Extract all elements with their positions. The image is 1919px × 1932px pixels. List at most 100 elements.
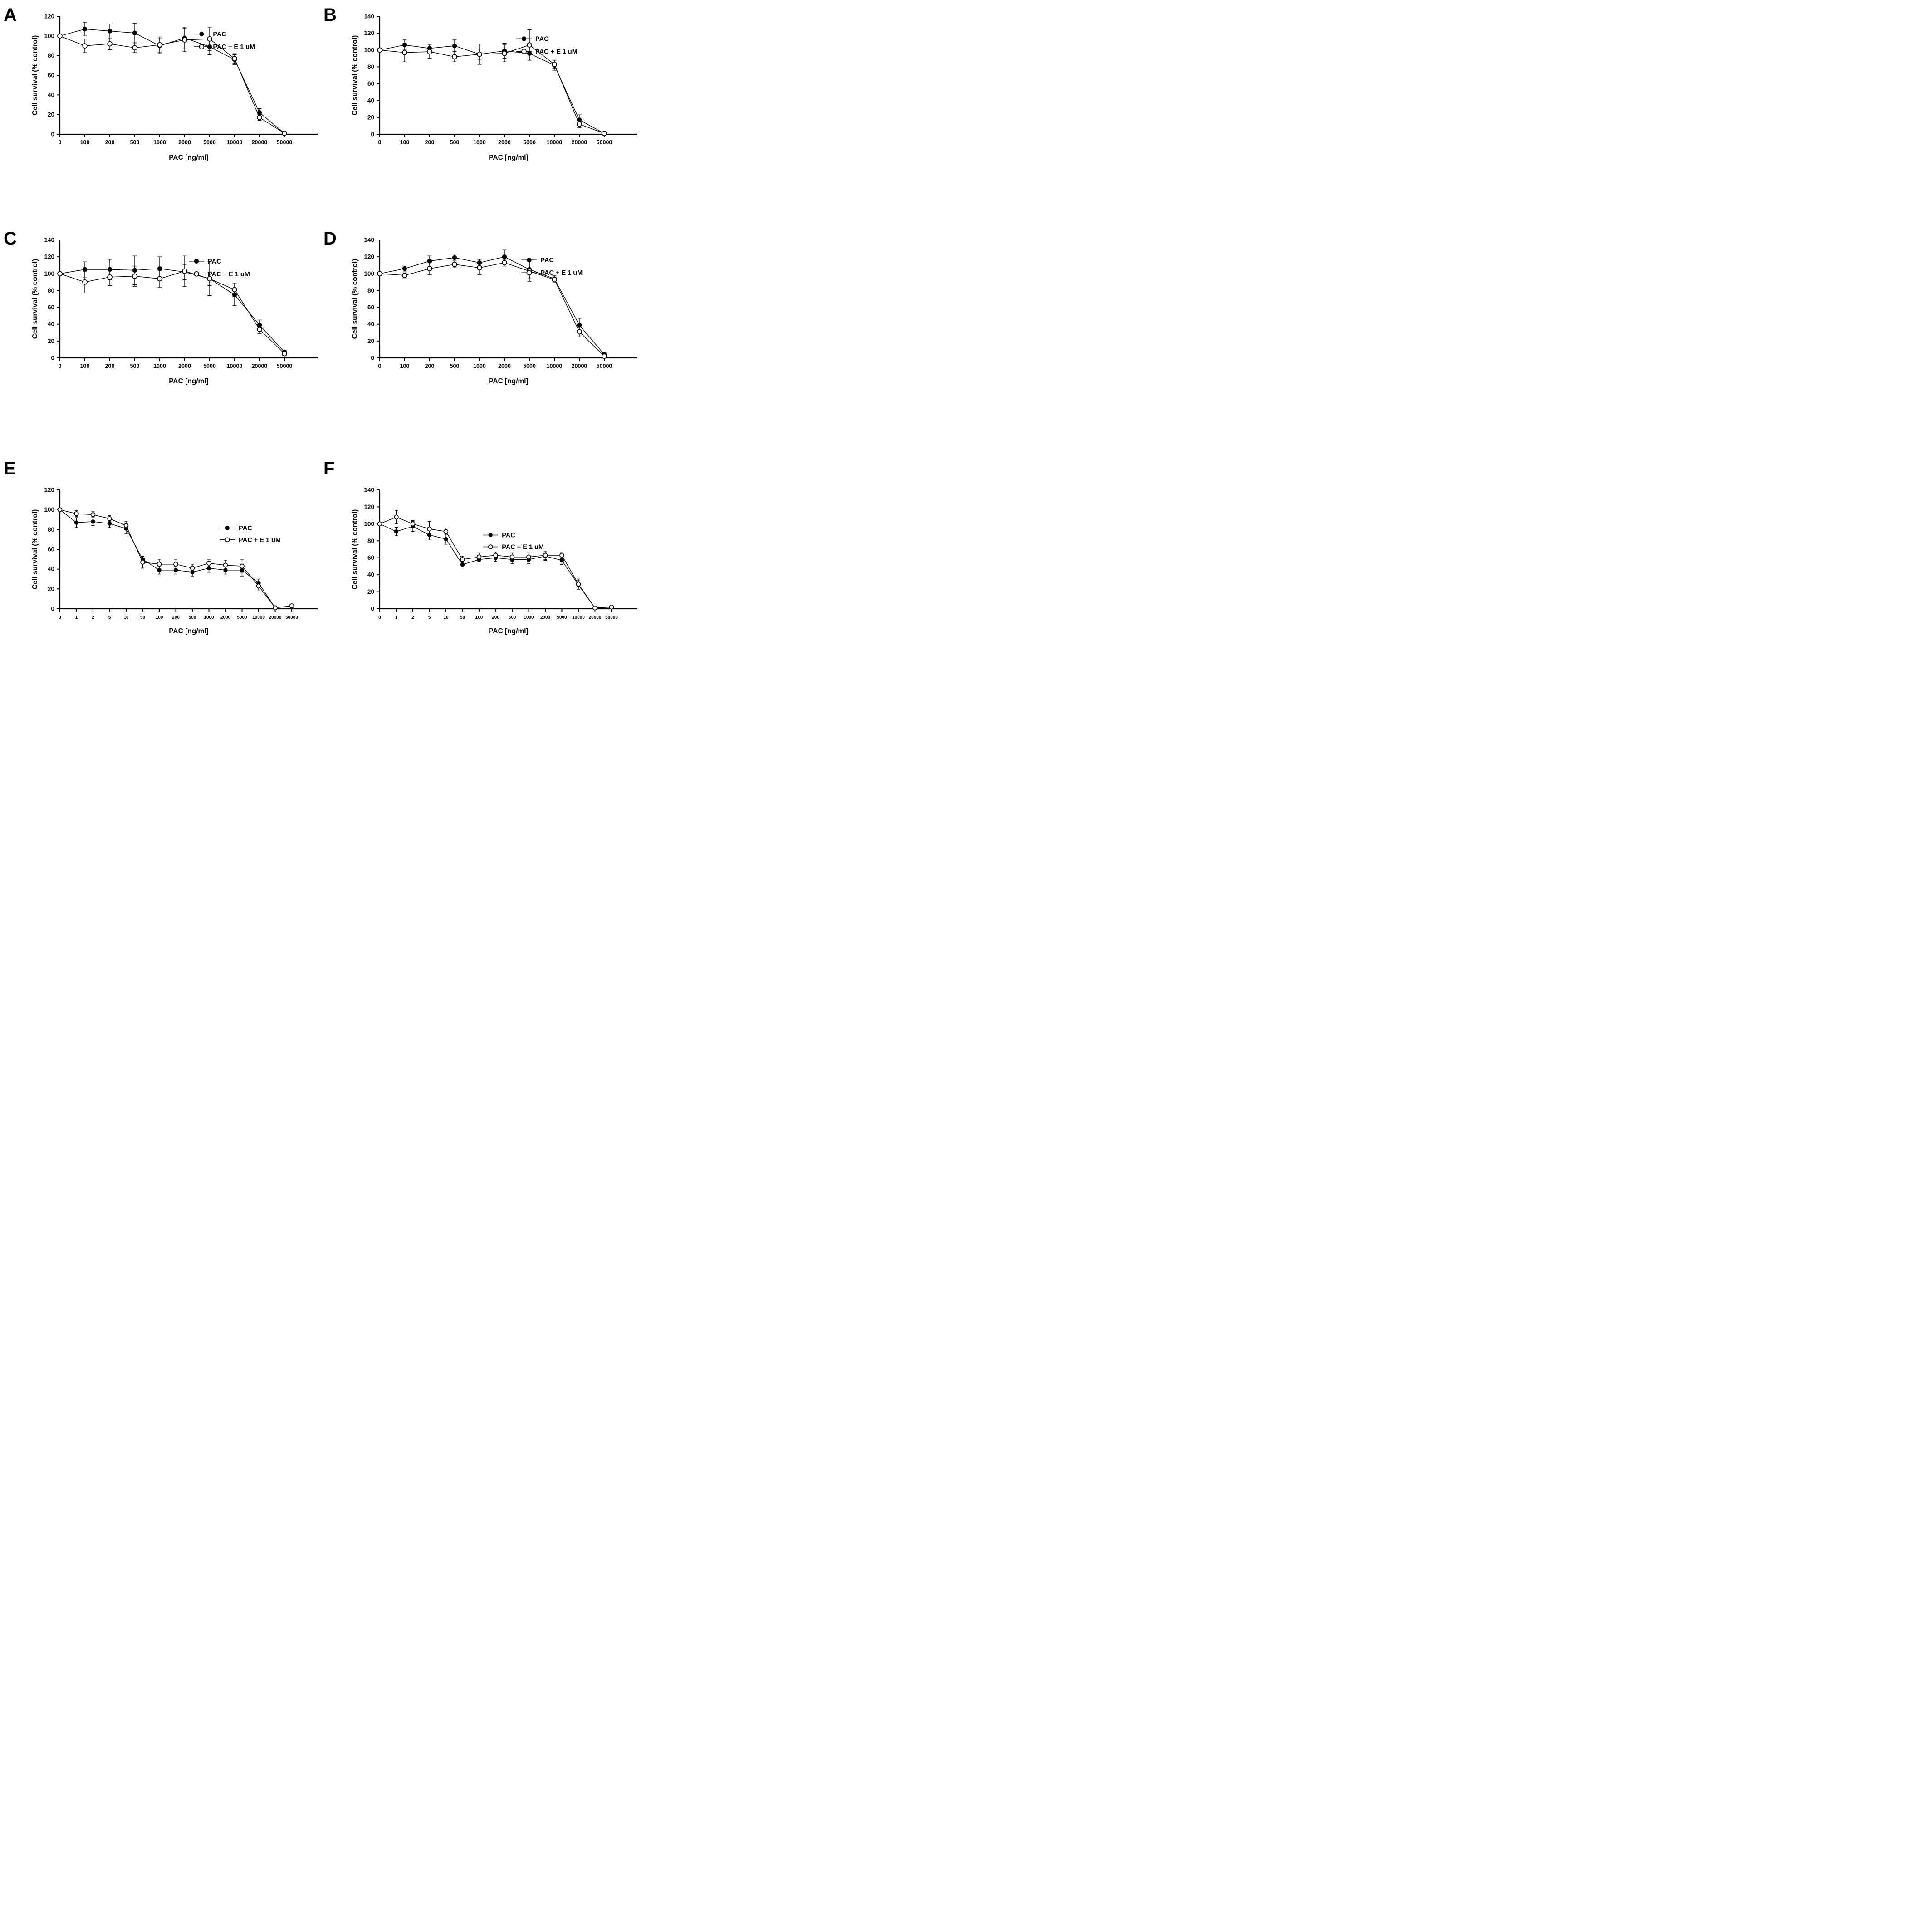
panel-C-chart: C 0 20 40 60 80 100 120 140 Cell survival (% cont… bbox=[4, 229, 318, 385]
series-line bbox=[59, 270, 285, 354]
x-tick-label: 500 bbox=[189, 615, 196, 620]
series-pac bbox=[377, 249, 607, 357]
x-tick-label: 10000 bbox=[572, 615, 585, 620]
filled-circle-marker bbox=[107, 29, 113, 34]
series-pac-plus-e bbox=[57, 507, 294, 611]
y-tick-label: 80 bbox=[367, 287, 374, 294]
x-tick-label: 100 bbox=[400, 363, 410, 369]
open-circle-marker bbox=[427, 526, 432, 532]
x-tick-label: 10000 bbox=[547, 139, 563, 146]
x-tick-label: 200 bbox=[105, 139, 115, 146]
panel-letter: E bbox=[4, 459, 16, 479]
filled-circle-marker bbox=[559, 558, 564, 563]
open-circle-marker bbox=[157, 42, 162, 48]
panel-A: A 0 20 40 60 80 100 120 Cell survival (% control… bbox=[0, 0, 320, 224]
series-line bbox=[59, 35, 285, 134]
y-tick-label: 80 bbox=[48, 52, 54, 59]
open-circle-icon bbox=[199, 44, 205, 49]
x-tick-label: 20000 bbox=[572, 139, 587, 146]
legend-label: PAC + E 1 uM bbox=[208, 271, 250, 278]
x-tick-label: 10 bbox=[443, 615, 449, 620]
open-circle-marker bbox=[107, 274, 113, 280]
open-circle-marker bbox=[207, 36, 212, 42]
y-tick-label: 120 bbox=[364, 254, 374, 260]
x-tick-label: 200 bbox=[172, 615, 180, 620]
open-circle-marker bbox=[257, 327, 262, 332]
x-tick-label: 1000 bbox=[204, 615, 214, 620]
y-tick-label: 80 bbox=[48, 287, 54, 294]
open-circle-marker bbox=[57, 507, 63, 512]
open-circle-marker bbox=[476, 554, 482, 560]
open-circle-marker bbox=[132, 45, 137, 51]
legend-label: PAC + E 1 uM bbox=[535, 48, 578, 55]
x-tick-label: 1000 bbox=[473, 363, 486, 369]
open-circle-marker bbox=[232, 287, 237, 293]
x-axis-title: PAC [ng/ml] bbox=[169, 377, 209, 385]
y-tick-label: 120 bbox=[44, 254, 54, 260]
x-tick-label: 500 bbox=[130, 139, 140, 146]
y-tick-label: 0 bbox=[371, 131, 374, 138]
legend: PAC PAC + E 1 uM bbox=[220, 525, 281, 544]
legend: PAC PAC + E 1 uM bbox=[521, 257, 583, 277]
filled-circle-marker bbox=[402, 266, 407, 271]
open-circle-marker bbox=[477, 51, 482, 57]
filled-circle-marker bbox=[444, 537, 448, 542]
y-tick-label: 140 bbox=[364, 487, 374, 494]
panel-B: B 0 20 40 60 80 100 120 140 Cell survival (% cont… bbox=[320, 0, 640, 224]
x-tick-label: 2000 bbox=[220, 615, 231, 620]
open-circle-marker bbox=[240, 563, 245, 569]
x-tick-label: 1 bbox=[75, 615, 78, 620]
series-line bbox=[379, 44, 605, 134]
open-circle-marker bbox=[443, 529, 449, 534]
y-tick-label: 20 bbox=[367, 114, 374, 121]
series-line bbox=[59, 509, 292, 608]
filled-circle-icon bbox=[527, 257, 532, 263]
panel-letter: A bbox=[4, 5, 17, 25]
x-axis-title: PAC [ng/ml] bbox=[489, 627, 529, 635]
open-circle-marker bbox=[273, 605, 278, 611]
y-axis-title: Cell survival (% control) bbox=[351, 259, 359, 339]
filled-circle-marker bbox=[132, 30, 137, 36]
open-circle-marker bbox=[577, 329, 582, 335]
series-line bbox=[59, 268, 285, 352]
y-tick-label: 80 bbox=[367, 538, 374, 544]
x-tick-label: 500 bbox=[509, 615, 516, 620]
x-tick-label: 10000 bbox=[252, 615, 265, 620]
legend: PAC PAC + E 1 uM bbox=[194, 31, 255, 51]
x-tick-label: 20000 bbox=[252, 363, 268, 369]
open-circle-marker bbox=[592, 605, 597, 611]
legend-label: PAC bbox=[213, 31, 226, 38]
y-tick-label: 60 bbox=[367, 554, 374, 561]
x-tick-label: 1000 bbox=[524, 615, 534, 620]
legend: PAC PAC + E 1 uM bbox=[483, 532, 544, 551]
x-tick-label: 200 bbox=[492, 615, 499, 620]
y-tick-label: 60 bbox=[367, 304, 374, 311]
filled-circle-icon bbox=[194, 259, 199, 264]
open-circle-icon bbox=[194, 271, 199, 277]
y-axis-title: Cell survival (% control) bbox=[351, 35, 359, 116]
y-axis-title: Cell survival (% control) bbox=[351, 509, 359, 590]
open-circle-marker bbox=[140, 560, 145, 565]
open-circle-icon bbox=[225, 537, 230, 543]
open-circle-marker bbox=[90, 512, 96, 517]
panel-A-chart: A 0 20 40 60 80 100 120 Cell survival (% control… bbox=[4, 5, 318, 161]
series-pac bbox=[57, 255, 287, 355]
panel-B-chart: B 0 20 40 60 80 100 120 140 Cell survival (% cont… bbox=[323, 5, 637, 161]
x-tick-label: 200 bbox=[425, 363, 435, 369]
series-line bbox=[379, 523, 612, 608]
x-tick-label: 500 bbox=[450, 139, 460, 146]
y-tick-label: 80 bbox=[367, 64, 374, 70]
x-tick-label: 2000 bbox=[178, 363, 191, 369]
open-circle-marker bbox=[157, 276, 162, 282]
x-tick-label: 5000 bbox=[523, 139, 536, 146]
open-circle-marker bbox=[410, 521, 416, 527]
x-tick-label: 10000 bbox=[227, 363, 243, 369]
filled-circle-icon bbox=[225, 526, 230, 530]
filled-circle-marker bbox=[91, 519, 95, 524]
x-tick-label: 2000 bbox=[540, 615, 551, 620]
y-tick-label: 40 bbox=[367, 321, 374, 328]
x-tick-label: 100 bbox=[156, 615, 163, 620]
open-circle-marker bbox=[223, 562, 228, 568]
open-circle-marker bbox=[527, 42, 532, 48]
legend-label: PAC bbox=[535, 35, 549, 43]
